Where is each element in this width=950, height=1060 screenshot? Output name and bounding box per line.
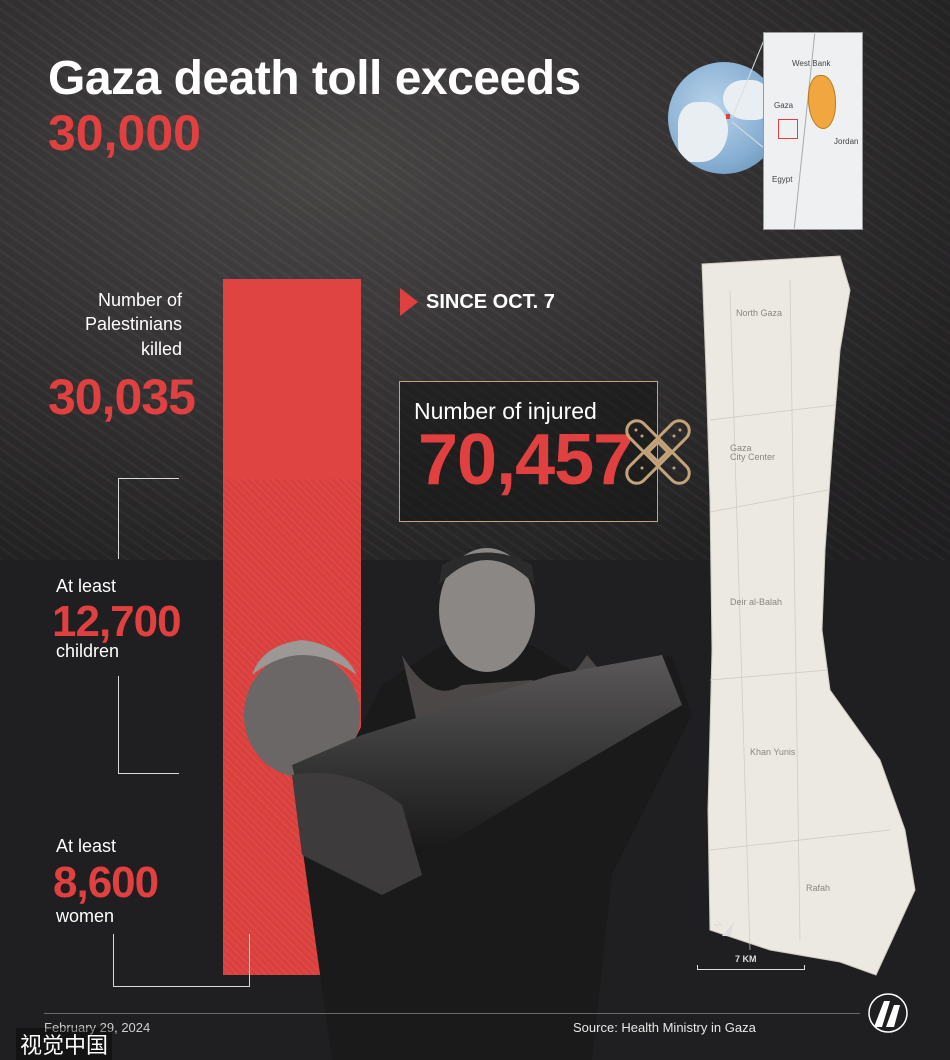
map-label-deir-al-balah: Deir al-Balah xyxy=(730,597,782,607)
map-label-rafah: Rafah xyxy=(806,883,830,893)
anadolu-agency-logo xyxy=(868,993,908,1033)
watermark: 视觉中国 xyxy=(16,1028,113,1060)
connector-line xyxy=(731,40,765,149)
scale-bar xyxy=(697,965,805,970)
map-label-city-center: City Center xyxy=(730,452,775,462)
date-label: February 29, 2024 xyxy=(44,1020,151,1035)
map-label-gaza: Gaza xyxy=(730,443,752,453)
women-suffix: women xyxy=(56,906,115,926)
women-value: 8,600 xyxy=(53,858,159,907)
injured-value: 70,457 xyxy=(418,420,633,500)
bracket-children-top xyxy=(118,478,179,559)
west-bank-label: West Bank xyxy=(792,59,831,68)
jordan-label: Jordan xyxy=(834,137,859,146)
gaza-label: Gaza xyxy=(774,101,794,110)
locator-map: West Bank Gaza Jordan Egypt xyxy=(763,32,863,230)
man-carrying-child-photo xyxy=(244,548,692,1060)
children-suffix: children xyxy=(56,641,120,661)
page-title: Gaza death toll exceeds xyxy=(48,52,581,105)
children-prefix: At least xyxy=(56,576,117,596)
gaza-strip-map: North Gaza Gaza City Center Deir al-Bala… xyxy=(701,255,916,976)
map-label-north-gaza: North Gaza xyxy=(736,308,782,318)
killed-value: 30,035 xyxy=(48,369,196,425)
women-prefix: At least xyxy=(56,836,117,856)
north-arrow-icon xyxy=(722,922,734,936)
bracket-women-bottom xyxy=(113,934,250,987)
bandage-icon xyxy=(625,419,691,485)
children-value: 12,700 xyxy=(52,597,182,646)
globe-icon xyxy=(668,62,780,174)
egypt-label: Egypt xyxy=(772,175,793,184)
scale-label: 7 KM xyxy=(735,954,757,964)
injured-label: Number of injured xyxy=(414,398,597,424)
source-label: Source: Health Ministry in Gaza xyxy=(573,1020,756,1035)
footer-divider xyxy=(44,1013,860,1014)
since-label: SINCE OCT. 7 xyxy=(400,288,555,316)
injured-box xyxy=(399,381,658,522)
killed-bar xyxy=(223,279,361,479)
killed-label: Number of Palestinians killed xyxy=(84,290,182,359)
play-arrow-icon xyxy=(400,288,418,316)
map-label-khan-yunis: Khan Yunis xyxy=(750,747,796,757)
west-bank-shape xyxy=(808,75,836,129)
title-number: 30,000 xyxy=(48,105,201,161)
gaza-highlight-box xyxy=(778,119,798,139)
bracket-children-bottom xyxy=(118,676,179,774)
